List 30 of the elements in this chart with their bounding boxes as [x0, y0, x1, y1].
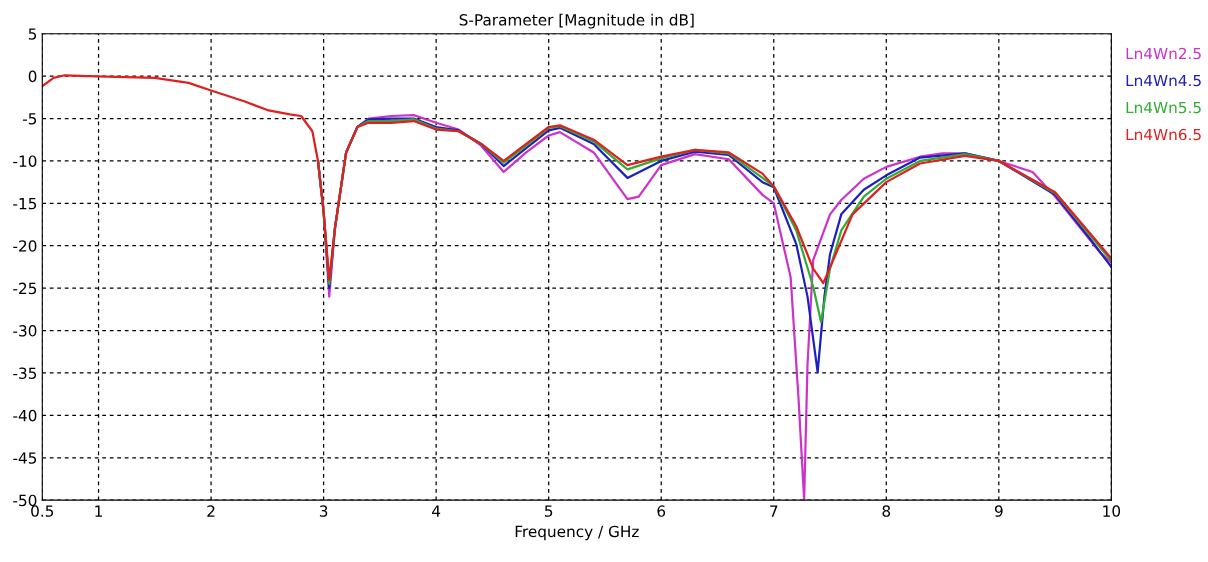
y-tick-label: -20 [13, 240, 37, 252]
x-tick-label: 2 [207, 505, 215, 517]
x-tick-label: 4 [432, 505, 441, 517]
x-tick-label: 7 [770, 505, 778, 517]
text: Ln4Wn6.5 [1126, 128, 1201, 141]
y-tick-label: 0 [28, 70, 37, 83]
chart-title: S-Parameter [Magnitude in dB] [459, 13, 694, 29]
y-tick-label: -35 [13, 367, 37, 379]
x-tick-label: 0.5 [31, 505, 54, 517]
y-tick-label: -45 [13, 452, 37, 464]
x-tick-label: 8 [882, 505, 891, 517]
y-tick-label: 5 [28, 28, 37, 40]
y-tick-label: -40 [13, 409, 37, 422]
y-tick-label: -15 [13, 198, 37, 210]
text: Ln4Wn2.5 [1126, 47, 1201, 60]
x-tick-label: 5 [545, 505, 553, 517]
y-tick-label: -30 [13, 325, 37, 337]
x-tick-label: 10 [1103, 505, 1121, 517]
x-tick-label: 6 [657, 505, 666, 517]
x-tick-label: 3 [319, 505, 328, 517]
text: Ln4Wn4.5 [1126, 74, 1201, 87]
x-axis-title: Frequency / GHz [515, 525, 639, 541]
text: Ln4Wn5.5 [1126, 101, 1201, 114]
y-tick-label: -25 [13, 282, 37, 295]
y-tick-label: -10 [13, 155, 37, 167]
x-tick-label: 1 [95, 505, 102, 517]
y-tick-label: -5 [22, 113, 37, 125]
line-series [42, 74, 1112, 285]
x-tick-label: 9 [994, 505, 1003, 517]
y-tick-label: -50 [13, 494, 37, 507]
